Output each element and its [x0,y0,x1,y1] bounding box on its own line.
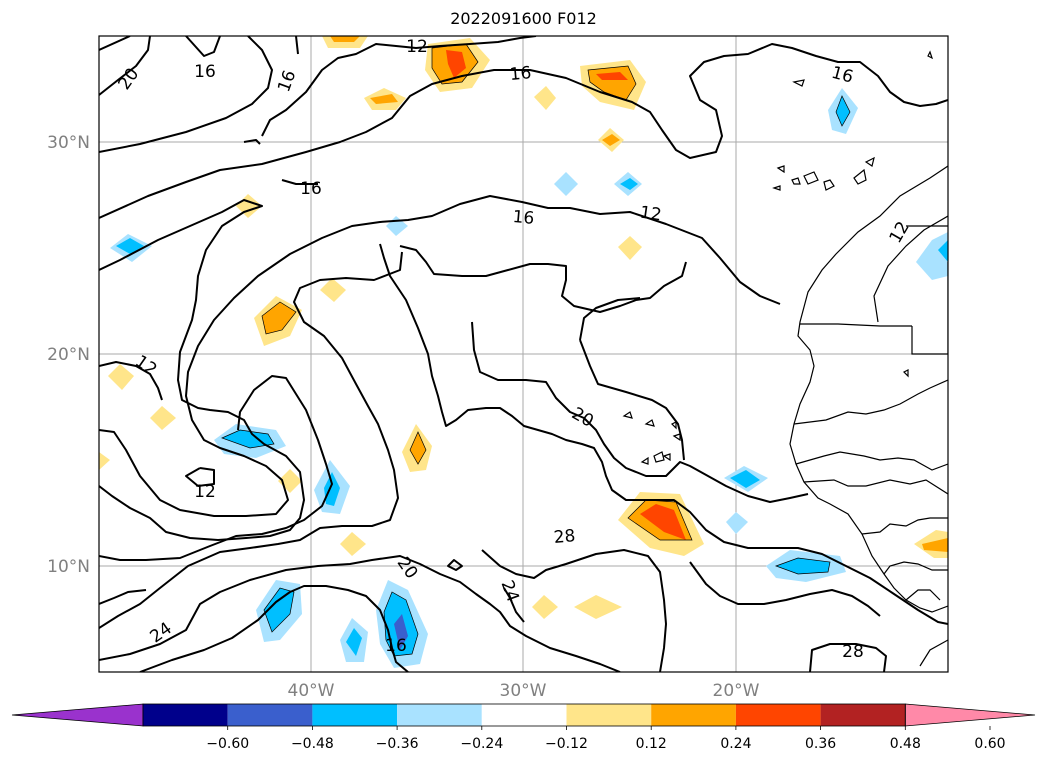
colorbar-tick-label: 0.36 [805,736,836,752]
colorbar-tick-label: 0.12 [636,736,667,752]
colorbar-border [142,703,906,727]
colorbar-tick-label: −0.60 [206,736,249,752]
colorbar-extend-max [904,703,1036,727]
contour-label: 16 [194,62,216,82]
colorbar-segment [481,704,567,726]
colorbar-segment [397,704,482,726]
negative-anomaly-shading [110,88,948,668]
contour-label: 12 [639,203,663,226]
colorbar-segment [820,704,906,726]
map-border [98,35,949,673]
colorbar-tick-label: 0.60 [974,736,1005,752]
colorbar-tick-label: 0.24 [720,736,751,752]
colorbar-segment [566,704,652,726]
contour-label: 16 [509,63,532,85]
contour-label: 16 [512,207,535,229]
lon-label-20w: 20°W [713,681,760,701]
shading-outlines [221,43,851,657]
map-title: 2022091600 F012 [450,9,597,28]
lat-label-30n: 30°N [47,133,90,153]
colorbar-segment [143,704,228,726]
positive-anomaly-shading [99,36,948,619]
colorbar-tick-label: −0.12 [545,736,588,752]
contour-label: 12 [194,482,216,502]
contour-lines [99,36,948,672]
colorbar-tick-label: −0.24 [460,736,503,752]
coastlines [622,50,948,667]
colorbar-segment [312,704,398,726]
colorbar: −0.60 −0.48 −0.36 −0.24 −0.12 0.12 0.24 0.36 0.4… [11,703,1036,752]
colorbar-tick-label: 0.48 [890,736,921,752]
colorbar-tick-label: −0.48 [291,736,334,752]
colorbar-segment [735,704,821,726]
colorbar-segment [651,704,736,726]
contour-label: 16 [385,636,407,656]
contour-label: 12 [406,37,428,57]
lat-label-10n: 10°N [47,557,90,577]
lat-label-20n: 20°N [47,345,90,365]
contour-label: 28 [842,642,864,662]
lon-label-40w: 40°W [288,681,335,701]
contour-label: 16 [300,179,322,199]
colorbar-segment [227,704,313,726]
colorbar-extend-min [11,703,144,727]
lon-label-30w: 30°W [500,681,547,701]
contour-label: 28 [553,526,576,548]
colorbar-tick-label: −0.36 [376,736,419,752]
